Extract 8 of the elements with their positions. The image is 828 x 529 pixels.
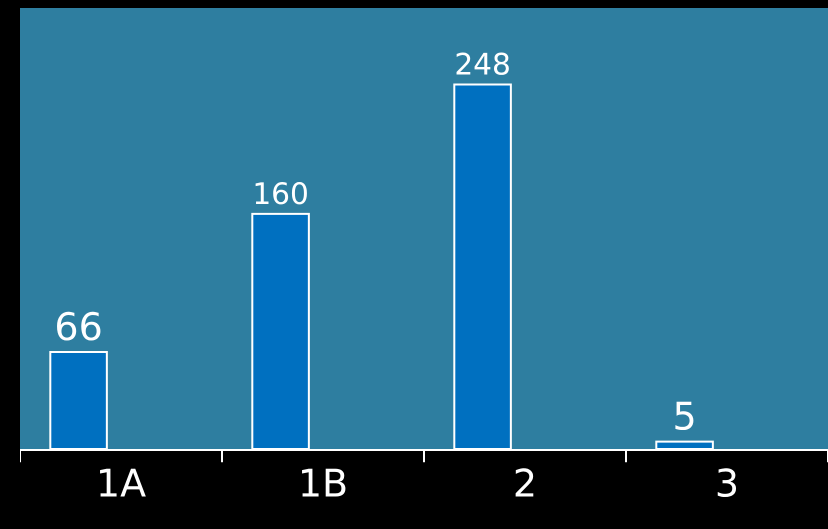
x-tick-label: 3 [714,462,740,506]
x-tick-label: 2 [512,462,538,506]
x-tick-label: 1B [298,462,348,506]
data-label: 160 [252,176,309,211]
data-label: 248 [454,46,511,82]
data-label: 5 [672,394,697,439]
data-label: 66 [54,305,103,350]
x-tick-label: 1A [96,462,146,506]
